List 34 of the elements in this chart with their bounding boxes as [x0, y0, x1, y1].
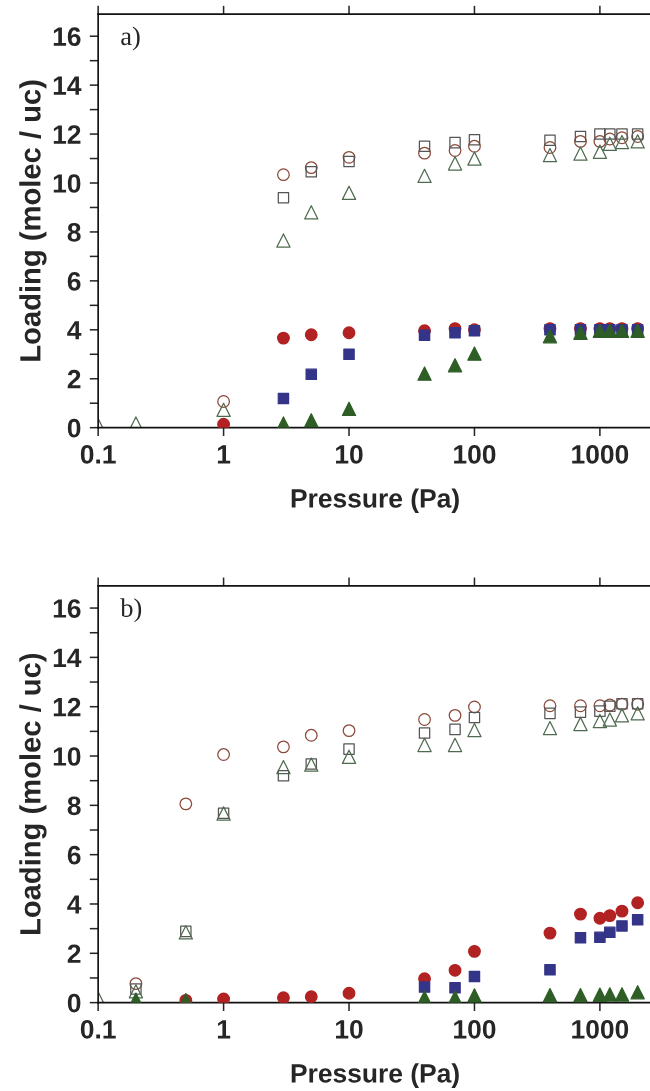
y-tick-label: 0: [67, 418, 81, 438]
x-tick-label: 10: [336, 445, 363, 464]
y-tick-label: 12: [53, 697, 81, 717]
y-tick-label: 8: [67, 796, 81, 816]
y-tick-label: 12: [53, 125, 81, 144]
y-tick-label: 4: [67, 895, 82, 914]
y-tick-label: 16: [53, 27, 81, 47]
y-tick-label: 2: [67, 369, 81, 389]
y-tick-label: 10: [53, 747, 81, 766]
x-tick-label: 0.1: [80, 445, 116, 464]
y-tick-label: 0: [67, 993, 81, 1013]
y-tick-label: 8: [67, 223, 81, 242]
annotation: b): [120, 598, 142, 623]
y-tick-label: 10: [53, 174, 81, 193]
x-tick-label: 1: [217, 1020, 231, 1039]
x-tick-label: 10: [336, 1019, 363, 1039]
y-tick-label: 6: [67, 845, 81, 865]
x-tick-label: 100: [454, 1019, 496, 1039]
x-tick-label: 1000: [572, 445, 629, 464]
y-tick-label: 14: [53, 76, 82, 95]
y-tick-label: 16: [53, 599, 81, 618]
x-tick-label: 100: [454, 445, 496, 464]
y-axis-title: Loading (molec / uc): [19, 80, 47, 361]
y-tick-label: 14: [53, 648, 82, 667]
y-axis-title: Loading (molec / uc): [19, 653, 47, 935]
x-tick-label: 1: [217, 445, 231, 464]
x-tick-label: 0.1: [80, 1019, 116, 1039]
x-axis-title: Pressure (Pa): [291, 488, 459, 513]
x-tick-label: 1000: [572, 1019, 629, 1039]
y-tick-label: 4: [67, 321, 82, 340]
annotation: a): [121, 26, 140, 51]
x-axis-title: Pressure (Pa): [291, 1063, 459, 1088]
y-tick-label: 2: [67, 944, 81, 963]
y-tick-label: 6: [67, 272, 81, 291]
